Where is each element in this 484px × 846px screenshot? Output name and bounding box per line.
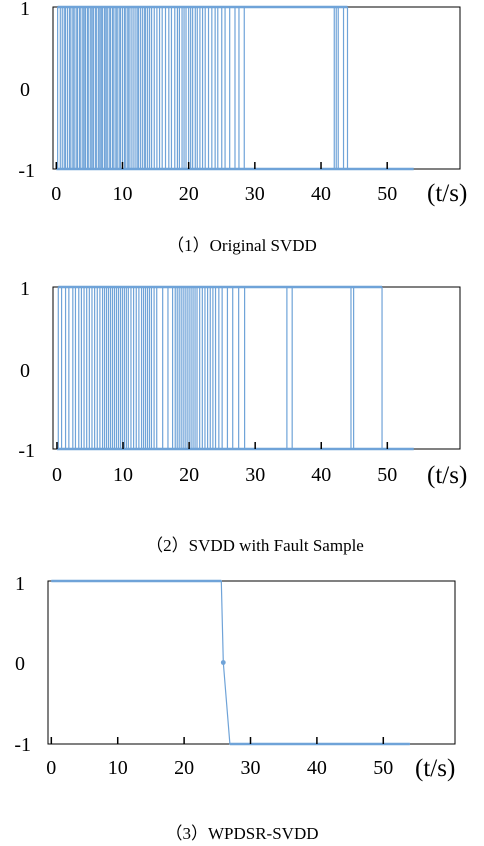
x-tick-label-50: 50	[373, 757, 393, 779]
y-tick-label-minus-1: -1	[18, 440, 35, 462]
x-tick-label-20: 20	[179, 464, 199, 486]
y-tick-label-1: 1	[20, 0, 30, 20]
panel-3: 1 0 -1 0 10 20 30 40 50 (t/s) （3）WPDSR-S…	[14, 573, 456, 843]
series-layer	[56, 5, 414, 171]
panel-2: 1 0 -1 0 10 20 30 40 50 (t/s) （2）SVDD wi…	[18, 278, 467, 555]
y-tick-label-0: 0	[20, 79, 30, 101]
y-tick-label-0: 0	[20, 360, 30, 382]
series-point	[220, 660, 226, 665]
x-tick-label-20: 20	[179, 183, 199, 205]
x-tick-label-40: 40	[307, 757, 327, 779]
panel-caption: （3）WPDSR-SVDD	[165, 824, 318, 843]
x-tick-label-50: 50	[377, 464, 397, 486]
x-unit-label: (t/s)	[427, 180, 467, 207]
x-tick-label-10: 10	[108, 757, 128, 779]
ticks-layer	[50, 737, 385, 744]
x-tick-label-0: 0	[51, 183, 61, 205]
ticks-layer	[56, 442, 389, 449]
x-unit-label: (t/s)	[427, 462, 467, 489]
x-tick-label-30: 30	[245, 183, 265, 205]
x-tick-label-10: 10	[113, 183, 133, 205]
x-tick-label-0: 0	[46, 757, 56, 779]
x-tick-label-40: 40	[311, 464, 331, 486]
x-unit-label: (t/s)	[415, 755, 455, 782]
panel-1: 1 0 -1 0 10 20 30 40 50 (t/s) （1）Origina…	[18, 0, 467, 255]
series-layer	[51, 579, 410, 746]
panel-caption: （2）SVDD with Fault Sample	[146, 536, 364, 555]
x-tick-label-50: 50	[377, 183, 397, 205]
y-tick-label-1: 1	[20, 278, 30, 300]
x-tick-label-20: 20	[174, 757, 194, 779]
x-tick-label-40: 40	[311, 183, 331, 205]
x-tick-label-30: 30	[241, 757, 261, 779]
panel-caption: （1）Original SVDD	[167, 236, 317, 255]
plot-frame	[47, 580, 456, 745]
y-tick-label-minus-1: -1	[18, 160, 35, 182]
ticks-layer	[55, 162, 388, 169]
series-line	[51, 580, 410, 745]
x-tick-label-30: 30	[245, 464, 265, 486]
y-tick-label-minus-1: -1	[14, 734, 31, 756]
y-tick-label-1: 1	[15, 573, 25, 595]
series-layer	[56, 285, 414, 451]
y-tick-label-0: 0	[15, 653, 25, 675]
x-tick-label-0: 0	[52, 464, 62, 486]
x-tick-label-10: 10	[113, 464, 133, 486]
